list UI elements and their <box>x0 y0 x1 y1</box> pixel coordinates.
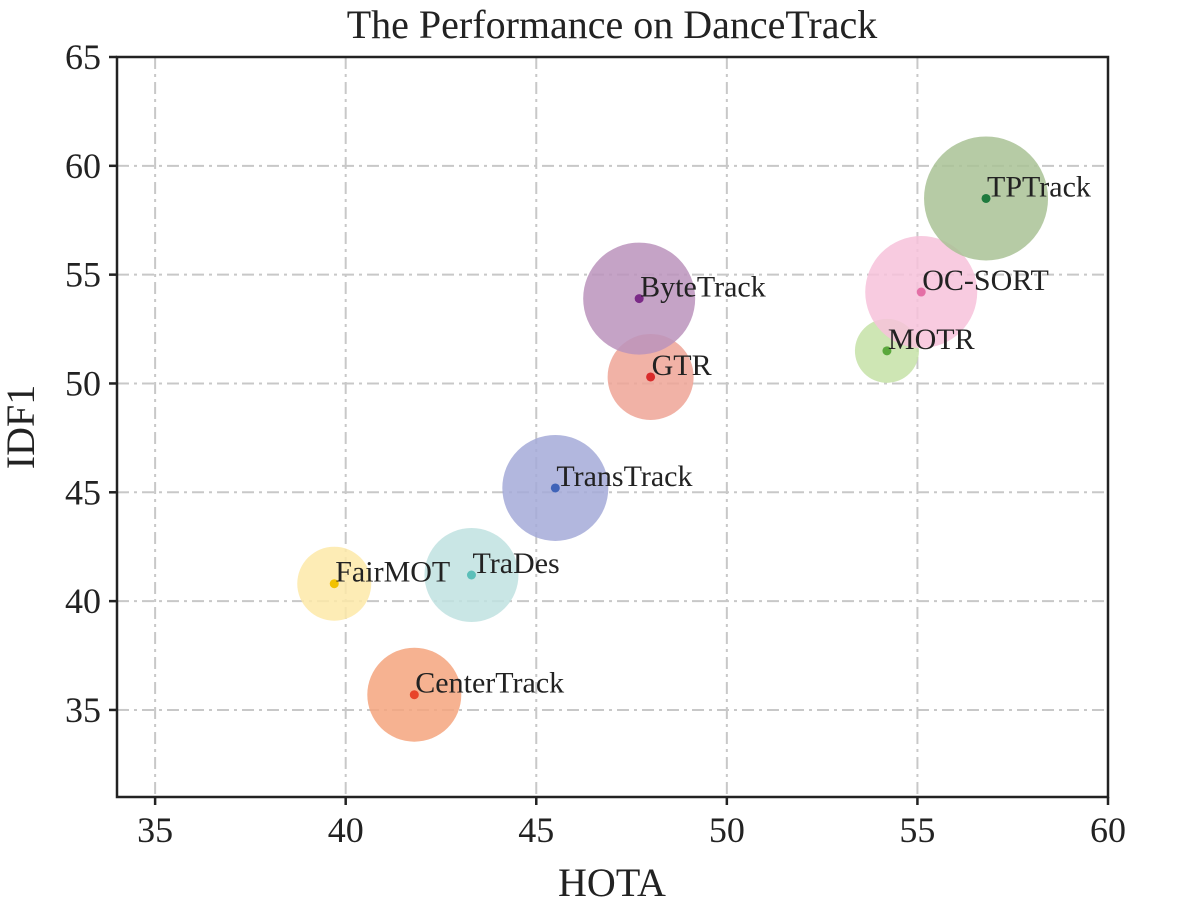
label-centertrack: CenterTrack <box>415 667 564 700</box>
x-tick-label: 45 <box>518 810 554 850</box>
point-fairmot <box>329 579 339 589</box>
point-gtr <box>646 372 656 382</box>
point-transtrack <box>550 483 560 493</box>
x-tick-label: 35 <box>137 810 173 850</box>
y-tick-label: 55 <box>65 255 101 295</box>
y-tick-label: 40 <box>65 581 101 621</box>
x-axis-label: HOTA <box>558 860 666 901</box>
y-tick-label: 50 <box>65 363 101 403</box>
point-labels: CenterTrack FairMOT TraDes TransTrack GTR Byt… <box>335 170 1091 699</box>
plot-frame <box>115 55 1110 799</box>
x-tick-label: 55 <box>899 810 935 850</box>
bubbles <box>297 136 1049 742</box>
data-points <box>329 193 991 700</box>
y-axis-label: IDF1 <box>0 385 43 469</box>
label-gtr: GTR <box>652 349 712 382</box>
y-tick-label: 65 <box>65 37 101 77</box>
label-transtrack: TransTrack <box>556 460 692 493</box>
label-oc-sort: OC-SORT <box>922 264 1049 297</box>
label-trades: TraDes <box>472 547 559 580</box>
label-motr: MOTR <box>888 323 975 356</box>
y-tick-label: 45 <box>65 472 101 512</box>
x-tick-label: 60 <box>1090 810 1126 850</box>
y-tick-label: 35 <box>65 690 101 730</box>
point-tptrack <box>981 193 991 203</box>
label-tptrack: TPTrack <box>987 170 1091 203</box>
point-bytetrack <box>634 294 644 304</box>
chart-title: The Performance on DanceTrack <box>347 2 878 47</box>
y-tick-label: 60 <box>65 146 101 186</box>
x-tick-label: 50 <box>709 810 745 850</box>
y-axis-ticks: 35 40 45 50 55 60 65 <box>65 37 117 730</box>
point-motr <box>882 346 892 356</box>
label-bytetrack: ByteTrack <box>640 271 766 304</box>
x-tick-label: 40 <box>328 810 364 850</box>
point-centertrack <box>409 690 419 700</box>
x-axis-ticks: 35 40 45 50 55 60 <box>137 797 1126 850</box>
point-trades <box>466 570 476 580</box>
point-oc-sort <box>916 287 926 297</box>
label-fairmot: FairMOT <box>335 556 450 589</box>
